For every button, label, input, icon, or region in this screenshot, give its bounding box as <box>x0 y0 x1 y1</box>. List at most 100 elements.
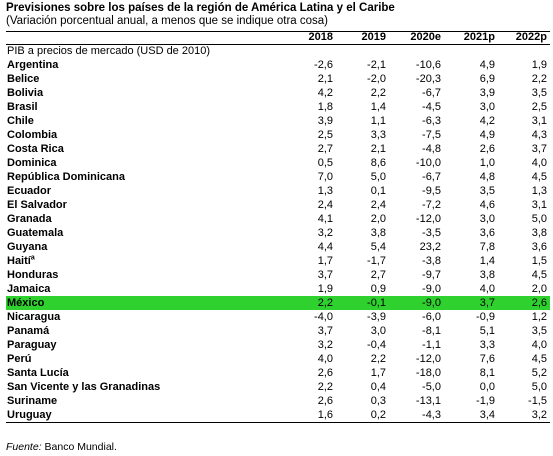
value-cell: -6,7 <box>422 87 441 99</box>
value-cell: -6,3 <box>422 115 441 127</box>
table-row: Guyana 4,4 5,4 23,2 7,8 3,6 <box>6 240 550 254</box>
country-label: Santa Lucía <box>7 367 69 379</box>
value-cell: 1,3 <box>531 185 547 197</box>
value-cell: 2,6 <box>498 296 550 310</box>
header-blank <box>6 31 283 44</box>
value-cell: 2,2 <box>531 73 547 85</box>
country-label: Costa Rica <box>7 143 64 155</box>
table-row: México 2,2 -0,1 -9,0 3,7 2,6 <box>6 296 550 310</box>
value-cell: 4,6 <box>479 199 495 211</box>
value-cell: -2,1 <box>367 59 386 71</box>
value-cell: 0,5 <box>317 157 333 169</box>
value-cell: -2,6 <box>314 59 333 71</box>
table-row: República Dominicana 7,0 5,0 -6,7 4,8 4,5 <box>6 170 550 184</box>
header-row: 2018 2019 2020e 2021p 2022p <box>6 31 550 44</box>
value-cell: 4,0 <box>317 353 333 365</box>
value-cell: -1,9 <box>476 395 495 407</box>
value-cell: 5,2 <box>531 367 547 379</box>
table-row: Jamaica 1,9 0,9 -9,0 4,0 2,0 <box>6 282 550 296</box>
value-cell: -12,0 <box>415 213 441 225</box>
value-cell: 1,9 <box>317 283 333 295</box>
value-cell: 4,4 <box>317 241 333 253</box>
country-label: Belice <box>7 73 40 85</box>
value-cell: -4,0 <box>314 311 333 323</box>
value-cell: -10,6 <box>415 59 441 71</box>
value-cell: 8,1 <box>479 367 495 379</box>
country-name: República Dominicana <box>6 170 283 184</box>
table-row: Panamá 3,7 3,0 -8,1 5,1 3,5 <box>6 324 550 338</box>
value-cell: 6,9 <box>479 73 495 85</box>
value-cell: -6,0 <box>422 311 441 323</box>
value-cell: 4,9 <box>479 129 495 141</box>
value-cell: 0,9 <box>370 283 386 295</box>
value-cell: 4,8 <box>479 171 495 183</box>
value-cell: -18,0 <box>415 367 441 379</box>
value-cell: 1,4 <box>479 255 495 267</box>
value-cell: -4,5 <box>422 101 441 113</box>
value-cell: -8,1 <box>422 325 441 337</box>
country-label: Paraguay <box>7 339 57 351</box>
country-label: Haití <box>7 255 31 267</box>
value-cell: -7,2 <box>422 199 441 211</box>
header-2021p: 2021p <box>463 31 495 43</box>
value-cell: 2,4 <box>317 199 333 211</box>
value-cell: -9,5 <box>422 185 441 197</box>
country-label: Ecuador <box>7 185 52 197</box>
value-cell: 5,0 <box>531 213 547 225</box>
value-cell: -6,7 <box>422 171 441 183</box>
value-cell: 2,6 <box>317 395 333 407</box>
value-cell: 4,0 <box>531 339 547 351</box>
value-cell: 3,5 <box>531 87 547 99</box>
value-cell: -9,0 <box>422 283 441 295</box>
country-name: Nicaragua <box>6 310 283 324</box>
country-label: Suriname <box>7 395 58 407</box>
value-cell: -13,1 <box>415 395 441 407</box>
value-cell: 2,5 <box>317 129 333 141</box>
footnote-marker: a <box>30 254 35 262</box>
value-cell: 3,2 <box>317 339 333 351</box>
country-label: México <box>7 297 45 309</box>
country-name: Dominica <box>6 156 283 170</box>
value-cell: 3,8 <box>531 227 547 239</box>
table-row: Costa Rica 2,7 2,1 -4,8 2,6 3,7 <box>6 142 550 156</box>
value-cell: -3,9 <box>367 311 386 323</box>
value-cell: 2,2 <box>370 87 386 99</box>
value-cell: 7,8 <box>479 241 495 253</box>
table-row: Chile 3,9 1,1 -6,3 4,2 3,1 <box>6 114 550 128</box>
value-cell: -4,3 <box>389 408 444 423</box>
country-name: Bolivia <box>6 86 283 100</box>
value-cell: 7,0 <box>317 171 333 183</box>
table-subtitle: (Variación porcentual anual, a menos que… <box>6 15 328 27</box>
country-label: Honduras <box>7 269 59 281</box>
value-cell: 2,2 <box>283 296 336 310</box>
value-cell: 1,4 <box>370 101 386 113</box>
value-cell: 3,7 <box>317 325 333 337</box>
table-row: Haitía 1,7 -1,7 -3,8 1,4 1,5 <box>6 254 550 268</box>
country-label: Guatemala <box>7 227 64 239</box>
value-cell: 0,0 <box>479 381 495 393</box>
table-row: Granada 4,1 2,0 -12,0 3,0 5,0 <box>6 212 550 226</box>
section-row: PIB a precios de mercado (USD de 2010) <box>6 44 550 58</box>
value-cell: 0,1 <box>370 185 386 197</box>
country-name: Granada <box>6 212 283 226</box>
country-label: Bolivia <box>7 87 44 99</box>
value-cell: 2,0 <box>370 213 386 225</box>
value-cell: 4,5 <box>531 171 547 183</box>
table-title: Previsiones sobre los países de la regió… <box>6 2 395 14</box>
value-cell: -4,8 <box>422 143 441 155</box>
country-label: Jamaica <box>7 283 51 295</box>
country-name: Belice <box>6 72 283 86</box>
table-row: Dominica 0,5 8,6 -10,0 1,0 4,0 <box>6 156 550 170</box>
value-cell: 4,0 <box>531 157 547 169</box>
value-cell: 1,6 <box>283 408 336 423</box>
country-name: Colombia <box>6 128 283 142</box>
country-label: Perú <box>7 353 32 365</box>
value-cell: 2,4 <box>370 199 386 211</box>
value-cell: 3,5 <box>479 185 495 197</box>
value-cell: -3,8 <box>422 255 441 267</box>
table-row: Uruguay 1,6 0,2 -4,3 3,4 3,2 <box>6 408 550 423</box>
country-label: Uruguay <box>7 409 52 421</box>
value-cell: 1,5 <box>531 255 547 267</box>
country-name: Brasil <box>6 100 283 114</box>
value-cell: 2,1 <box>317 73 333 85</box>
